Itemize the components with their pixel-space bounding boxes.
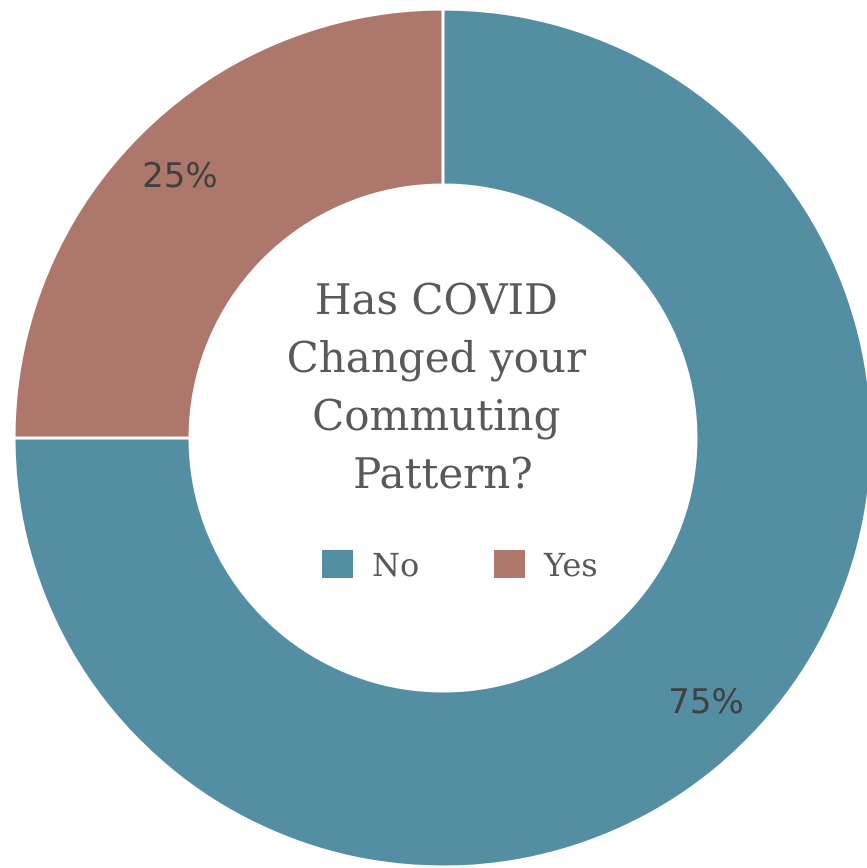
legend-label-no: No (372, 546, 419, 584)
donut-slices (12, 7, 867, 868)
chart-title: Has COVID Changed your Commuting Pattern… (287, 275, 600, 498)
legend-label-yes: Yes (543, 546, 598, 584)
slice-no (12, 7, 867, 868)
slice-yes (12, 7, 445, 440)
legend-swatch-no (322, 550, 353, 578)
legend: No Yes (322, 546, 598, 584)
legend-swatch-yes (494, 550, 525, 578)
data-labels: 75% 25% (142, 156, 744, 722)
data-label-yes: 25% (142, 156, 218, 196)
data-label-no: 75% (668, 682, 744, 722)
